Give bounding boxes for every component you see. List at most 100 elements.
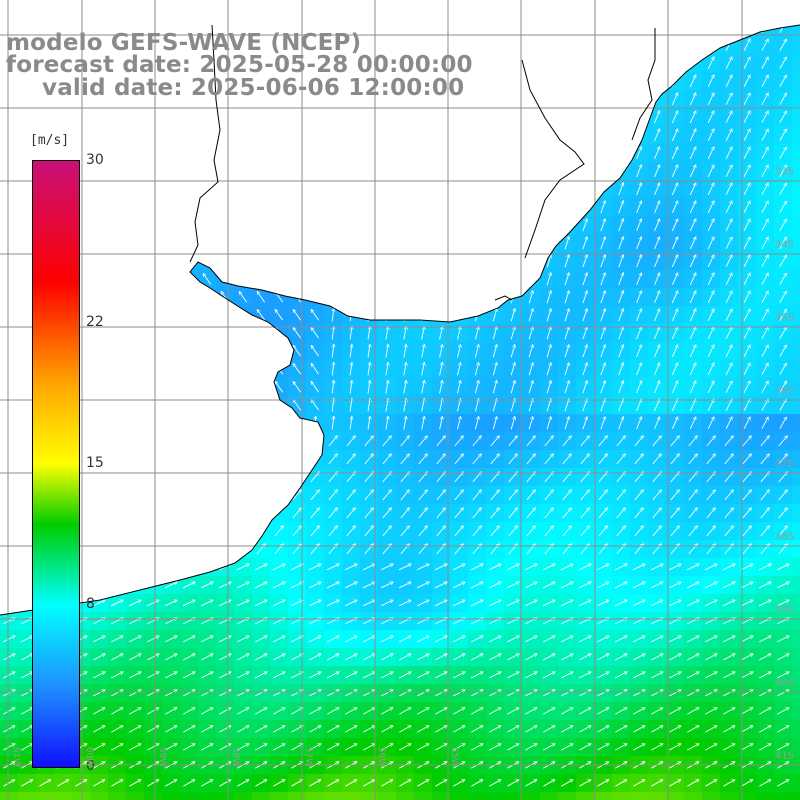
wind-speed-cell	[792, 54, 800, 73]
wind-speed-cell	[792, 468, 800, 487]
latitude-label: 34S	[774, 239, 794, 251]
wind-speed-cell	[198, 792, 217, 800]
wind-speed-cell	[792, 108, 800, 127]
wind-speed-cell	[468, 792, 487, 800]
latitude-label: 33S	[774, 166, 794, 178]
wind-speed-cell	[162, 792, 181, 800]
wind-speed-cell	[774, 25, 793, 37]
wind-speed-cell	[90, 792, 109, 800]
wind-speed-cell	[792, 162, 800, 181]
wind-speed-cell	[792, 216, 800, 235]
wind-speed-cell	[792, 126, 800, 145]
wind-speed-cell	[792, 558, 800, 577]
wind-speed-cell	[792, 252, 800, 271]
wind-speed-cell	[792, 540, 800, 559]
longitude-label: 57W	[303, 746, 313, 768]
wind-speed-cell	[792, 576, 800, 595]
latitude-label: 39S	[774, 604, 794, 616]
wind-speed-cell	[792, 774, 800, 793]
wind-speed-cell	[792, 450, 800, 469]
wind-speed-cell	[792, 432, 800, 451]
wind-speed-cell	[540, 792, 559, 800]
wind-speed-cell	[774, 792, 793, 800]
wind-speed-cell	[792, 72, 800, 91]
wind-speed-cell	[558, 792, 577, 800]
wind-speed-cell	[792, 288, 800, 307]
wind-speed-cell	[18, 792, 37, 800]
wind-speed-cell	[126, 792, 145, 800]
wind-speed-cell	[504, 792, 523, 800]
wind-speed-cell	[612, 792, 631, 800]
wind-speed-cell	[648, 792, 667, 800]
wind-speed-cell	[396, 792, 415, 800]
wind-speed-cell	[792, 270, 800, 289]
latitude-label: 41S	[774, 750, 794, 762]
wind-speed-cell	[288, 792, 307, 800]
wind-speed-cell	[144, 792, 163, 800]
wind-speed-cell	[792, 720, 800, 739]
wind-speed-cell	[576, 792, 595, 800]
longitude-label: 59W	[157, 746, 167, 768]
wind-speed-cell	[792, 522, 800, 541]
wind-speed-cell	[252, 792, 271, 800]
latitude-label: 37S	[774, 458, 794, 470]
wind-speed-cell	[792, 90, 800, 109]
wind-speed-cell	[270, 792, 289, 800]
wind-speed-cell	[0, 792, 19, 800]
longitude-label: 60W	[84, 746, 94, 768]
wind-speed-cell	[702, 792, 721, 800]
latitude-label: 38S	[774, 531, 794, 543]
wind-speed-cell	[36, 792, 55, 800]
latitude-label: 40S	[774, 677, 794, 689]
wind-speed-cell	[792, 180, 800, 199]
wind-speed-cell	[216, 792, 235, 800]
wind-speed-cell	[486, 792, 505, 800]
colorbar-tick-label: 22	[86, 313, 104, 330]
colorbar-tick-label: 8	[86, 596, 95, 613]
wind-speed-cell	[756, 792, 775, 800]
wind-speed-cell	[792, 378, 800, 397]
wind-speed-cell	[414, 792, 433, 800]
wind-speed-cell	[522, 792, 541, 800]
wind-speed-cell	[180, 792, 199, 800]
latitude-label: 35S	[774, 312, 794, 324]
wind-speed-cell	[108, 792, 127, 800]
wind-speed-cell	[324, 792, 343, 800]
latitude-label: 36S	[774, 385, 794, 397]
wind-speed-cell	[792, 306, 800, 325]
wind-speed-cell	[630, 792, 649, 800]
colorbar-unit: [m/s]	[30, 133, 70, 148]
wind-speed-cell	[72, 792, 91, 800]
wind-speed-cell	[792, 324, 800, 343]
longitude-label: 56W	[376, 746, 386, 768]
wind-speed-cell	[306, 792, 325, 800]
wind-speed-cell	[792, 486, 800, 505]
longitude-label: 55W	[449, 746, 459, 768]
wind-speed-cell	[594, 792, 613, 800]
wind-speed-cell	[720, 792, 739, 800]
wind-speed-cell	[792, 25, 800, 37]
wind-speed-cell	[792, 198, 800, 217]
wind-speed-cell	[360, 792, 379, 800]
wind-speed-cell	[792, 342, 800, 361]
wind-speed-cell	[342, 792, 361, 800]
wind-speed-cell	[234, 792, 253, 800]
colorbar-tick-label: 15	[86, 455, 104, 471]
wind-speed-cell	[684, 792, 703, 800]
wind-speed-cell	[792, 702, 800, 721]
wind-speed-cell	[792, 630, 800, 649]
colorbar	[32, 160, 80, 768]
colorbar-tick-label: 30	[86, 152, 104, 168]
wind-speed-cell	[54, 792, 73, 800]
wind-speed-cell	[792, 144, 800, 163]
longitude-label: 61W	[11, 746, 21, 768]
wind-speed-cell	[792, 504, 800, 523]
valid-date: valid date: 2025-06-06 12:00:00	[42, 75, 465, 101]
wind-speed-cell	[792, 396, 800, 415]
forecast-date: forecast date: 2025-05-28 00:00:00	[6, 52, 473, 78]
wind-speed-cell	[792, 792, 800, 800]
wind-speed-cell	[792, 648, 800, 667]
wind-speed-cell	[792, 414, 800, 433]
